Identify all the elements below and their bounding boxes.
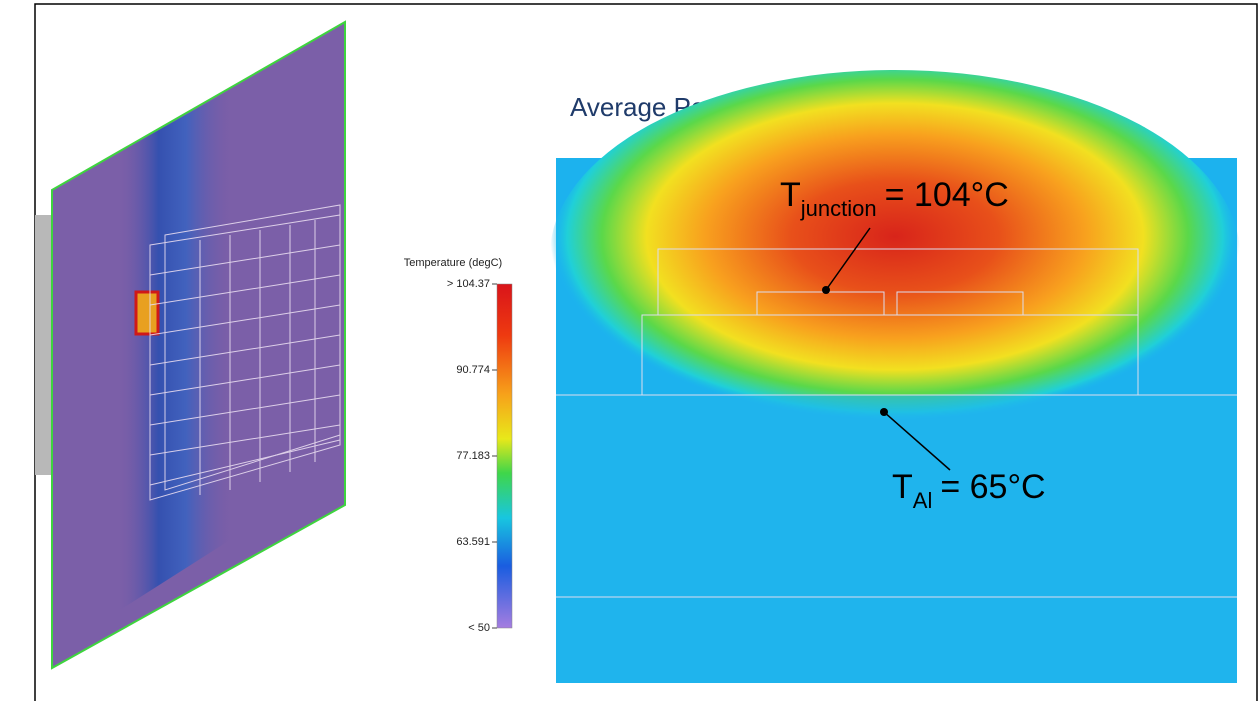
colorbar-tick-label: 77.183 [456,450,490,462]
annotation: Tjunction = 104°C [780,176,1009,294]
colorbar-tick-label: 90.774 [456,364,490,376]
colorbar-tick-label: < 50 [468,622,490,634]
symbol: T [892,468,913,506]
annotation: TAl = 65°C [880,408,1046,513]
thermal-map [550,70,1240,683]
colorbar-tick-label: 63.591 [456,536,490,548]
svg-text:TAl= 65°C: TAl = 65°C [892,468,1046,513]
model-view [35,20,346,670]
svg-text:Tjunction= 104°C: Tjunction = 104°C [780,176,1009,221]
colorbar-tick-label: > 104.37 [447,278,490,290]
colorbar [496,283,513,629]
symbol: T [780,176,801,214]
annotation-text: = 104°C [885,176,1009,214]
subscript: junction [800,196,877,221]
annotation-text: = 65°C [940,468,1045,506]
colorbar-label: Temperature (degC) [404,257,502,269]
subscript: Al [913,488,933,513]
